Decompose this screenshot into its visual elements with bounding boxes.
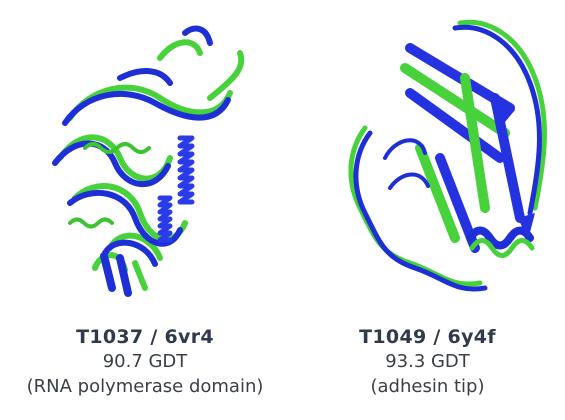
structure-panel-t1049: T1049 / 6y4f 93.3 GDT (adhesin tip) [290,0,565,420]
gdt-score: 93.3 GDT [385,351,470,372]
structure-description: (RNA polymerase domain) [26,376,264,397]
gdt-score: 90.7 GDT [102,351,188,372]
structure-title: T1037 / 6vr4 [76,326,214,348]
structure-title: T1049 / 6y4f [359,326,496,348]
structure-description: (adhesin tip) [370,376,485,397]
structure-panel-t1037: T1037 / 6vr4 90.7 GDT (RNA polymerase do… [26,25,264,397]
protein-structure-image-t1037 [52,25,245,297]
protein-structure-image-t1049 [348,19,547,292]
